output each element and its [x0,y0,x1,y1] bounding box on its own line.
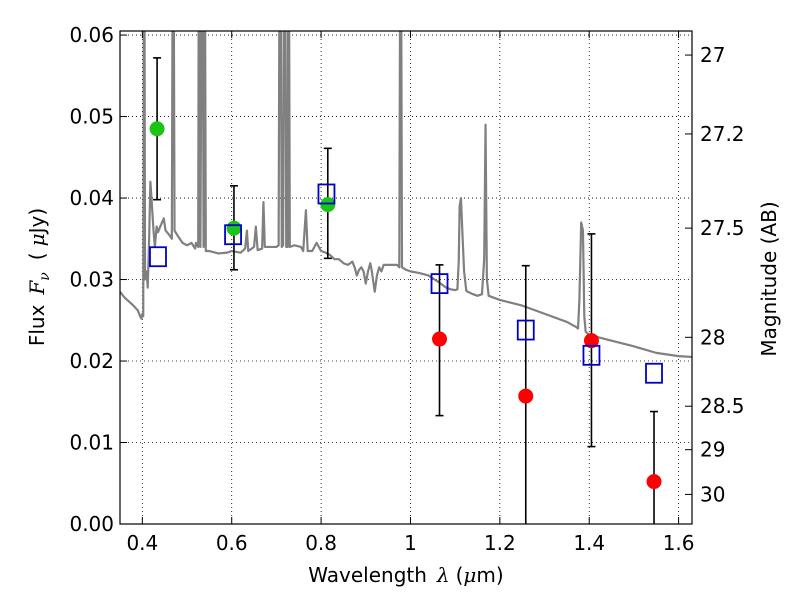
model-square [582,344,601,366]
data-point [583,333,599,349]
model-square [317,183,336,205]
x-tick-label: 0.4 [126,531,158,555]
y2-tick-label: 29 [700,438,725,462]
y-tick-label: 0.06 [69,23,114,47]
model-square [224,224,242,246]
spectrum-layer [120,31,692,359]
y-axis-ticks: 0.00 0.01 0.02 0.03 0.04 0.05 0.06 [69,23,127,536]
y2-axis-ticks: 27 27.2 27.5 28 28.5 29 30 [685,43,745,506]
x-tick-label: 1.2 [484,531,516,555]
x-axis-ticks: 0.4 0.6 0.8 1 1.2 1.4 1.6 [126,31,695,555]
model-square [516,319,535,341]
data-point [518,388,534,404]
data-point [432,331,448,347]
y-tick-label: 0.05 [69,105,114,129]
x-tick-label: 1 [404,531,417,555]
model-square [149,246,167,268]
y2-tick-label: 30 [700,482,725,506]
y-tick-label: 0.00 [69,512,114,536]
plot-frame [119,30,693,525]
x-axis-label: Wavelength λ (μm) [308,563,503,587]
marker-layer [149,121,663,490]
y-tick-label: 0.01 [69,431,114,455]
model-square [430,273,449,295]
spectrum-line [120,31,692,359]
y2-tick-label: 27.2 [700,122,745,146]
y2-axis-label: Magnitude (AB) [757,201,781,356]
model-square [645,362,663,384]
data-point [320,197,336,213]
y-tick-label: 0.02 [69,349,114,373]
y2-tick-label: 27 [700,43,725,67]
x-tick-label: 1.4 [573,531,605,555]
y2-tick-label: 28.5 [700,394,745,418]
y-tick-label: 0.04 [69,186,114,210]
y-tick-label: 0.03 [69,268,114,292]
data-point [646,474,662,490]
y-axis-label: FluxFν(μJy) [25,208,53,346]
data-point [149,121,165,137]
data-point [226,220,242,236]
x-tick-label: 0.6 [216,531,248,555]
x-tick-label: 1.6 [663,531,695,555]
y2-tick-label: 27.5 [700,216,745,240]
x-tick-label: 0.8 [305,531,337,555]
errorbar-layer [153,57,659,524]
y2-tick-label: 28 [700,325,725,349]
